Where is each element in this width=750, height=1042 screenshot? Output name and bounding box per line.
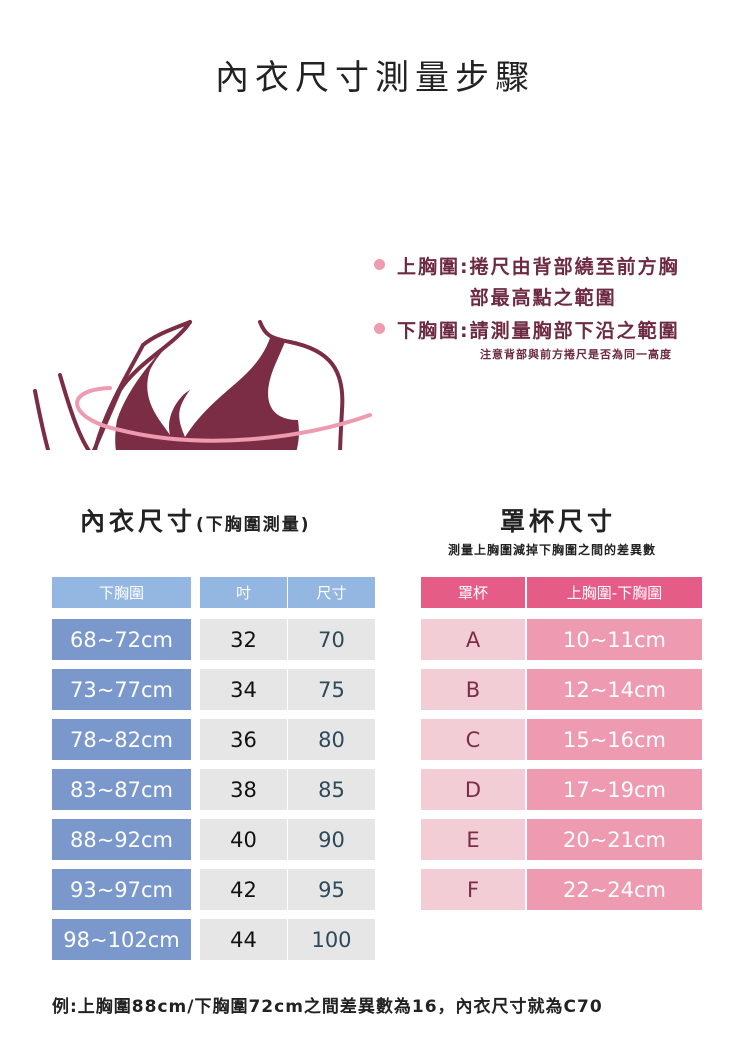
difference-range-cell: 17~19cm <box>527 769 702 810</box>
legend-note: 注意背部與前方捲尺是否為同一高度 <box>480 348 672 361</box>
left-table-title-paren: (下胸圍測量) <box>196 515 311 535</box>
under-bust-range-cell: 88~92cm <box>52 819 191 860</box>
cup-cell: F <box>421 869 525 910</box>
under-bust-range-cell: 83~87cm <box>52 769 191 810</box>
difference-range-cell: 10~11cm <box>527 619 702 660</box>
band-size-cell: 85 <box>288 769 375 810</box>
under-bust-range-cell: 98~102cm <box>52 919 191 960</box>
bra-measurement-illustration <box>33 320 372 450</box>
left-header-cell: 吋 <box>200 577 287 608</box>
left-table-title: 內衣尺寸(下胸圍測量) <box>80 502 311 538</box>
inch-cell: 34 <box>200 669 287 710</box>
under-bust-range-cell: 78~82cm <box>52 719 191 760</box>
cup-cell: B <box>421 669 525 710</box>
cup-cell: E <box>421 819 525 860</box>
legend-upper-line2: 部最高點之範圍 <box>469 287 617 309</box>
legend-upper-line1: 捲尺由背部繞至前方胸 <box>469 256 680 278</box>
band-size-cell: 95 <box>288 869 375 910</box>
band-size-cell: 100 <box>288 919 375 960</box>
left-arm-outline <box>33 389 51 450</box>
inch-cell: 44 <box>200 919 287 960</box>
under-bust-range-cell: 68~72cm <box>52 619 191 660</box>
cup-cell: A <box>421 619 525 660</box>
bullet-icon <box>374 323 385 334</box>
band-size-cell: 90 <box>288 819 375 860</box>
left-table-title-text: 內衣尺寸 <box>80 507 197 536</box>
legend-lower-line1: 請測量胸部下沿之範圍 <box>469 320 680 342</box>
right-shoulder-outline <box>258 320 345 450</box>
cup-cell: C <box>421 719 525 760</box>
under-bust-range-cell: 73~77cm <box>52 669 191 710</box>
page-title: 內衣尺寸測量步驟 <box>215 58 535 98</box>
right-header-cell: 上胸圍-下胸圍 <box>527 577 702 608</box>
right-table-title: 罩杯尺寸 <box>500 507 617 536</box>
left-header-cell: 下胸圍 <box>52 577 191 608</box>
bullet-icon <box>374 259 385 270</box>
difference-range-cell: 20~21cm <box>527 819 702 860</box>
band-size-cell: 70 <box>288 619 375 660</box>
left-header-cell: 尺寸 <box>288 577 375 608</box>
cup-cell: D <box>421 769 525 810</box>
inch-cell: 32 <box>200 619 287 660</box>
legend-upper-label: 上胸圍: <box>397 256 470 278</box>
inch-cell: 42 <box>200 869 287 910</box>
inch-cell: 40 <box>200 819 287 860</box>
bra-shape <box>115 322 299 450</box>
under-bust-range-cell: 93~97cm <box>52 869 191 910</box>
difference-range-cell: 22~24cm <box>527 869 702 910</box>
legend-lower-label: 下胸圍: <box>397 320 470 342</box>
band-size-cell: 80 <box>288 719 375 760</box>
difference-range-cell: 15~16cm <box>527 719 702 760</box>
inch-cell: 38 <box>200 769 287 810</box>
legend-upper-bust: 上胸圍: 捲尺由背部繞至前方胸 部最高點之範圍 <box>374 252 680 310</box>
upper-bust-tape <box>75 386 372 443</box>
right-table-subtitle: 測量上胸圍減掉下胸圍之間的差異數 <box>448 543 657 557</box>
inch-cell: 36 <box>200 719 287 760</box>
right-header-cell: 罩杯 <box>421 577 525 608</box>
legend-under-bust: 下胸圍: 請測量胸部下沿之範圍 <box>374 316 680 343</box>
difference-range-cell: 12~14cm <box>527 669 702 710</box>
example-text: 例:上胸圍88cm/下胸圍72cm之間差異數為16，內衣尺寸就為C70 <box>52 997 603 1017</box>
band-size-cell: 75 <box>288 669 375 710</box>
